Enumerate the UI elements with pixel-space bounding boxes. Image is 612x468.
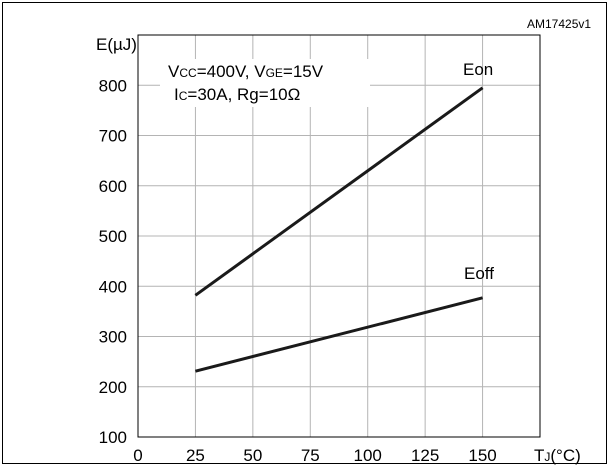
- y-tick-label: 600: [99, 177, 127, 196]
- vge-value: =15V: [283, 62, 324, 81]
- y-tick-label: 500: [99, 227, 127, 246]
- series-line-eoff: [195, 296, 483, 373]
- y-tick-label: 300: [99, 328, 127, 347]
- y-axis-label: E(µJ): [96, 35, 137, 54]
- y-tick-label: 100: [99, 428, 127, 447]
- y-tick-label: 800: [99, 76, 127, 95]
- x-tick-label: 125: [411, 446, 439, 465]
- x-tick-labels: 0 25 50 75 100 125 150: [133, 446, 496, 465]
- plot-border: [137, 34, 541, 438]
- x-tick-label: 50: [243, 446, 262, 465]
- ic-prefix: I: [174, 85, 179, 104]
- vcc-sub: CC: [179, 66, 197, 80]
- ic-sub: C: [179, 89, 188, 103]
- x-tick-label: 150: [468, 446, 496, 465]
- y-tick-label: 200: [99, 378, 127, 397]
- y-tick-labels: 100 200 300 400 500 600 700 800: [99, 76, 127, 447]
- conditions-line-1: VCC=400V, VGE=15V: [168, 62, 324, 81]
- figure-id: AM17425v1: [527, 17, 591, 31]
- x-tick-label: 75: [301, 446, 320, 465]
- series-label-eoff: Eoff: [464, 264, 494, 283]
- x-tick-label: 25: [186, 446, 205, 465]
- ic-value: =30A, Rg=10Ω: [187, 85, 300, 104]
- y-tick-label: 700: [99, 127, 127, 146]
- vcc-value: =400V,: [197, 62, 255, 81]
- series-group: [194, 86, 484, 373]
- vge-sub: GE: [266, 66, 283, 80]
- vcc-prefix: V: [168, 62, 180, 81]
- x-axis-label-unit: (°C): [550, 446, 580, 465]
- x-axis-label: TJ(°C): [534, 446, 581, 465]
- series-label-eon: Eon: [463, 60, 493, 79]
- series-line-eon: [194, 86, 484, 297]
- y-tick-label: 400: [99, 277, 127, 296]
- conditions-background: [160, 59, 370, 107]
- x-axis-label-sub: J: [544, 450, 550, 464]
- x-tick-label: 0: [133, 446, 142, 465]
- conditions-line-2: IC=30A, Rg=10Ω: [174, 85, 300, 104]
- x-tick-label: 100: [354, 446, 382, 465]
- vge-prefix: V: [254, 62, 266, 81]
- x-axis-label-main: T: [534, 446, 544, 465]
